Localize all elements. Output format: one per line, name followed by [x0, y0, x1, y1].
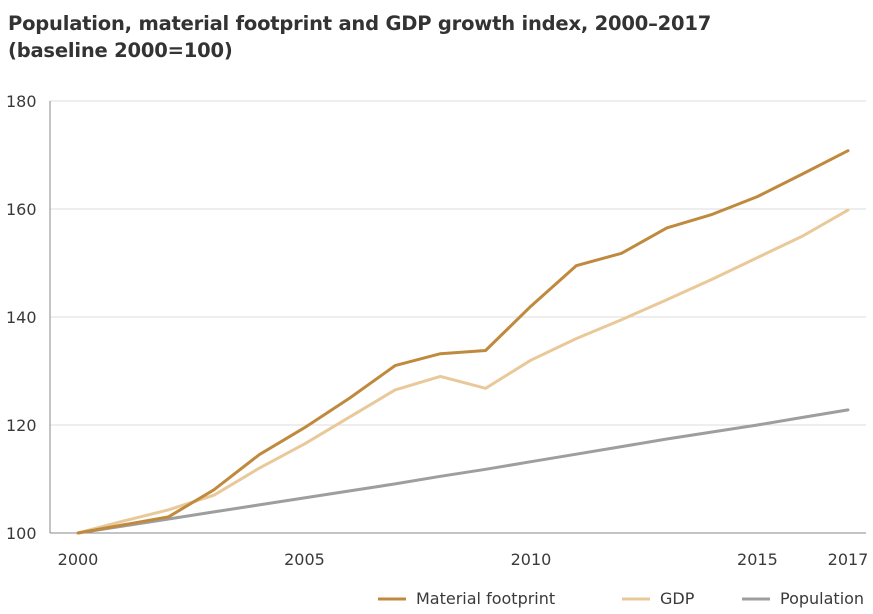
legend: Material footprint GDP Population [378, 589, 864, 608]
legend-label: GDP [660, 589, 695, 608]
y-tick-label: 100 [6, 524, 37, 543]
y-tick-label: 140 [6, 308, 37, 327]
x-axis: 2000 2005 2010 2015 2017 [58, 550, 869, 569]
legend-label: Population [780, 589, 864, 608]
chart-subtitle: (baseline 2000=100) [8, 39, 233, 62]
series-lines [76, 149, 850, 535]
chart-title: Population, material footprint and GDP g… [8, 10, 711, 64]
y-tick-label: 160 [6, 200, 37, 219]
series-line-gdp [76, 208, 850, 535]
series-line-population [76, 408, 850, 535]
x-tick-label: 2005 [284, 550, 325, 569]
grid-lines [50, 100, 866, 534]
legend-label: Material footprint [416, 589, 555, 608]
x-tick-label: 2017 [828, 550, 869, 569]
y-axis: 100 120 140 160 180 [6, 92, 51, 543]
y-tick-label: 180 [6, 92, 37, 111]
x-tick-label: 2015 [737, 550, 778, 569]
y-tick-label: 120 [6, 416, 37, 435]
chart-title-line1: Population, material footprint and GDP g… [8, 12, 712, 35]
x-tick-label: 2010 [511, 550, 552, 569]
x-tick-label: 2000 [58, 550, 99, 569]
series-line-material-footprint [76, 149, 850, 535]
